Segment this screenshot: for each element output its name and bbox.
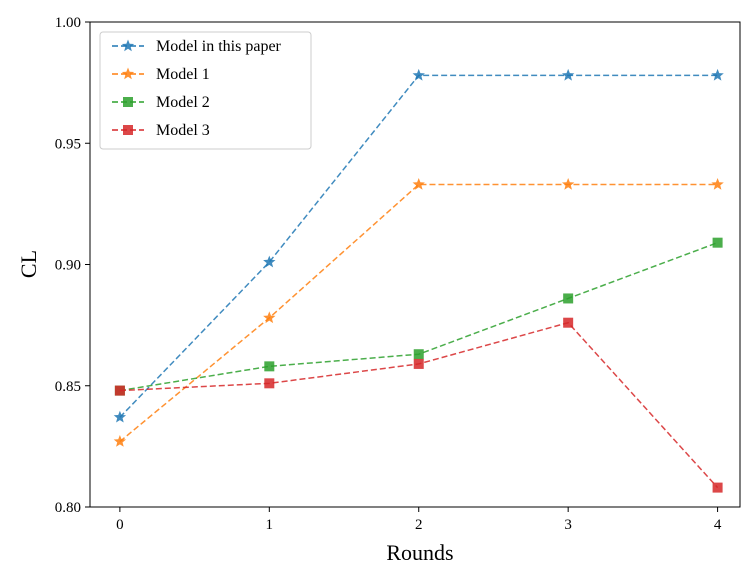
data-point — [263, 255, 276, 268]
legend-marker — [121, 39, 135, 52]
legend: Model in this paper Model 1 Model 2 Model 3 — [99, 31, 312, 150]
data-point — [113, 435, 127, 447]
data-point — [412, 68, 425, 81]
legend-label: Model in this paper — [156, 38, 282, 55]
x-tick-label: 3 — [564, 517, 572, 533]
y-tick-label: 1.00 — [55, 15, 81, 31]
data-point — [264, 361, 275, 372]
data-point — [711, 68, 724, 81]
x-axis: 0 1 2 3 4 — [116, 507, 722, 533]
data-point — [263, 311, 276, 324]
legend-marker — [121, 67, 135, 80]
y-tick-label: 0.85 — [55, 379, 81, 395]
data-point — [113, 410, 127, 423]
series-2 — [113, 177, 724, 447]
legend-item: Model 2 — [112, 94, 210, 111]
x-tick-label: 2 — [415, 517, 423, 533]
x-tick-label: 0 — [116, 517, 124, 533]
data-point — [563, 293, 574, 304]
legend-item: Model in this paper — [112, 38, 282, 55]
series-4 — [114, 317, 723, 493]
legend-marker — [123, 97, 133, 107]
legend-label: Model 1 — [156, 66, 210, 83]
data-point — [561, 68, 575, 81]
y-tick-label: 0.80 — [55, 500, 81, 516]
data-point — [563, 317, 574, 328]
x-axis-title: Rounds — [386, 540, 453, 565]
data-point — [413, 358, 424, 369]
legend-label: Model 2 — [156, 94, 210, 111]
x-tick-label: 1 — [266, 517, 274, 533]
data-point — [712, 237, 723, 248]
legend-marker — [123, 125, 133, 135]
series-1 — [113, 68, 724, 423]
x-tick-label: 4 — [714, 517, 722, 533]
data-point — [712, 482, 723, 493]
legend-item: Model 3 — [112, 122, 210, 139]
legend-label: Model 3 — [156, 122, 210, 139]
y-tick-label: 0.95 — [55, 136, 81, 152]
legend-box — [99, 31, 312, 150]
data-point — [412, 177, 425, 190]
y-tick-label: 0.90 — [55, 258, 81, 274]
series-line — [119, 183, 718, 443]
legend-item: Model 1 — [112, 66, 210, 83]
data-point — [711, 177, 724, 190]
y-axis: 0.80 0.85 0.90 0.95 1.00 — [55, 15, 90, 516]
data-point — [561, 177, 575, 190]
data-point — [114, 385, 125, 396]
y-axis-title: CL — [16, 250, 41, 278]
series-layer — [113, 68, 724, 493]
data-point — [264, 378, 275, 389]
data-point — [413, 349, 424, 360]
